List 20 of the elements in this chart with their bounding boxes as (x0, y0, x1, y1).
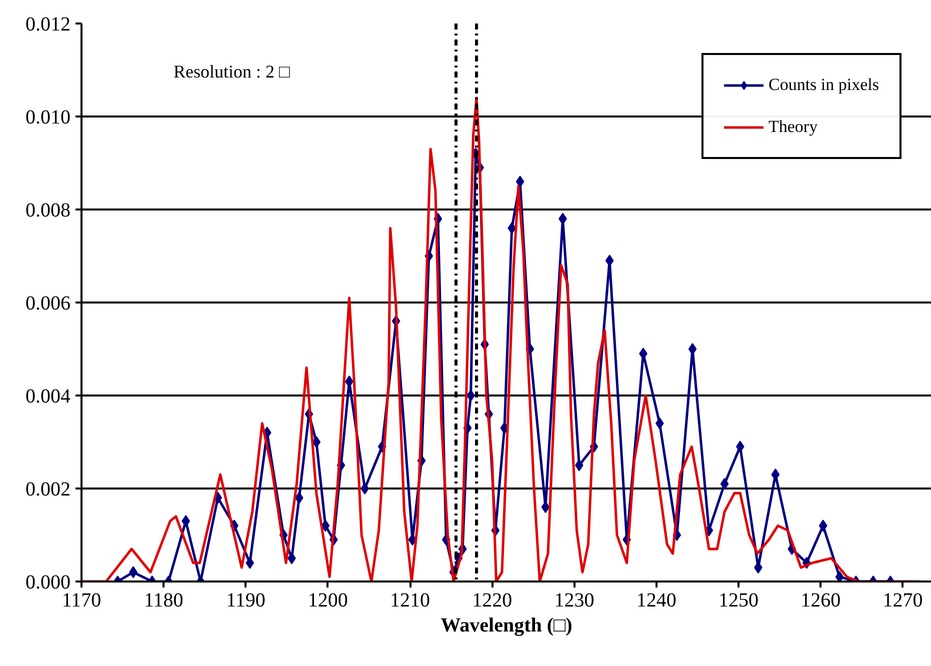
y-tick-label: 0.004 (26, 386, 70, 408)
y-tick-label: 0.010 (26, 106, 70, 128)
x-tick-label: 1220 (472, 590, 512, 612)
x-tick-label: 1270 (882, 590, 923, 612)
y-tick-label: 0.008 (26, 200, 70, 222)
x-tick-label: 1260 (800, 590, 841, 612)
x-tick-label: 1190 (226, 590, 266, 612)
x-tick-label: 1250 (718, 590, 759, 612)
y-tick-label: 0.002 (26, 478, 70, 500)
x-axis-title: Wavelength (□) (440, 614, 572, 636)
annotation: Resolution : 2 □ (174, 62, 290, 82)
legend-label: Counts in pixels (768, 75, 879, 95)
x-tick-label: 1200 (308, 590, 348, 612)
y-tick-label: 0.012 (26, 14, 70, 36)
x-tick-label: 1180 (144, 590, 184, 612)
x-tick-label: 1230 (554, 590, 594, 612)
y-tick-label: 0.006 (26, 292, 70, 314)
x-tick-label: 1240 (636, 590, 676, 612)
legend-label: Theory (768, 117, 818, 137)
x-tick-label: 1210 (390, 590, 430, 612)
